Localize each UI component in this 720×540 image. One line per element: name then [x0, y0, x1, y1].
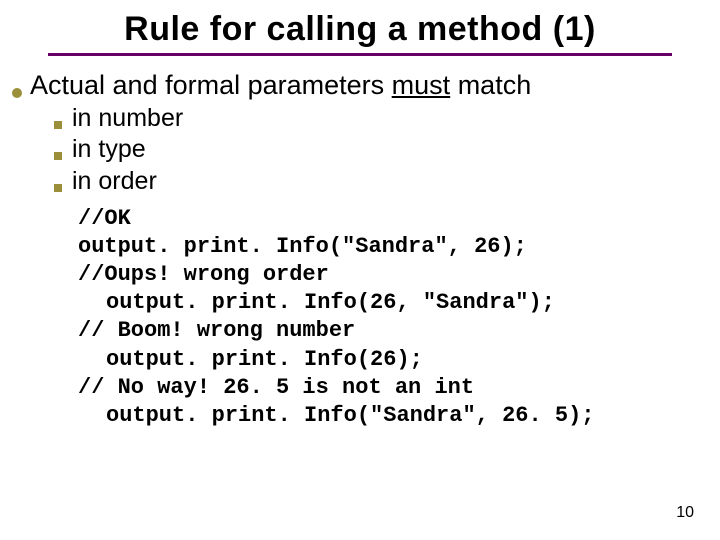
bullet-icon	[12, 88, 22, 98]
code-line: output. print. Info("Sandra", 26. 5);	[106, 402, 700, 430]
sub-bullet-list: in number in type in order	[54, 103, 700, 197]
bullet-icon	[54, 184, 62, 192]
top-text-prefix: Actual and formal parameters	[30, 70, 392, 100]
code-line: //Oups! wrong order	[78, 261, 700, 289]
sub-item-text: in number	[72, 103, 183, 134]
top-bullet-row: Actual and formal parameters must match	[12, 70, 700, 101]
top-text-suffix: match	[450, 70, 531, 100]
slide-title: Rule for calling a method (1)	[50, 10, 670, 49]
list-item: in type	[54, 134, 700, 165]
code-line: output. print. Info(26);	[106, 346, 700, 374]
code-line: //OK	[78, 205, 700, 233]
list-item: in order	[54, 166, 700, 197]
title-rule	[48, 53, 672, 56]
slide: Rule for calling a method (1) Actual and…	[0, 0, 720, 540]
code-line: output. print. Info("Sandra", 26);	[78, 233, 700, 261]
list-item: in number	[54, 103, 700, 134]
code-line: // No way! 26. 5 is not an int	[78, 374, 700, 402]
code-line: output. print. Info(26, "Sandra");	[106, 289, 700, 317]
top-bullet-text: Actual and formal parameters must match	[30, 70, 531, 101]
bullet-icon	[54, 121, 62, 129]
sub-item-text: in type	[72, 134, 146, 165]
code-block: //OK output. print. Info("Sandra", 26); …	[78, 205, 700, 430]
bullet-icon	[54, 152, 62, 160]
sub-item-text: in order	[72, 166, 157, 197]
code-line: // Boom! wrong number	[78, 317, 700, 345]
page-number: 10	[676, 504, 694, 522]
top-text-emph: must	[392, 70, 451, 100]
